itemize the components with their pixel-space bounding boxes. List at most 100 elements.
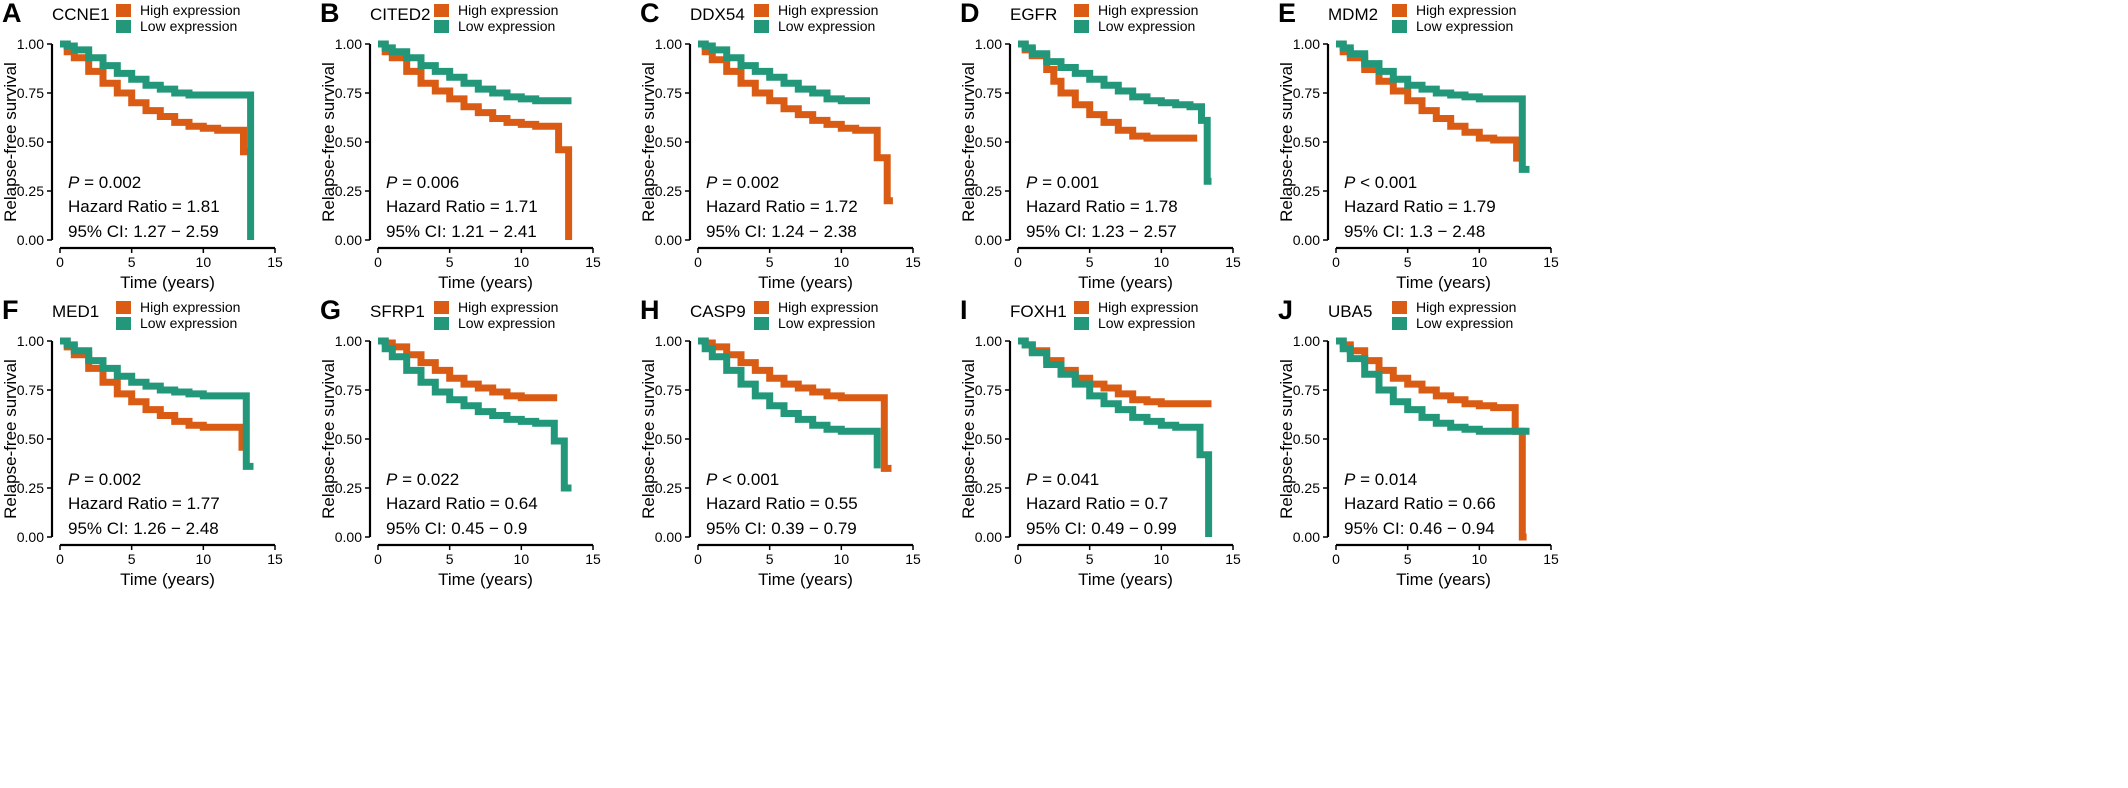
x-tick-label: 5 bbox=[446, 254, 454, 270]
legend-swatch-low bbox=[1074, 20, 1089, 33]
km-panel-g: G SFRP1 High expression Low expression 0 5 10 1… bbox=[318, 295, 743, 691]
legend-swatch-high bbox=[116, 4, 131, 17]
legend-label-high: High expression bbox=[458, 2, 558, 18]
x-tick-label: 0 bbox=[1332, 254, 1340, 270]
y-tick-label: 0.50 bbox=[335, 431, 362, 447]
x-tick-label: 15 bbox=[1543, 551, 1559, 567]
km-curve-low bbox=[698, 40, 870, 105]
y-axis-label: Relapse-free survival bbox=[639, 359, 658, 519]
km-curve-low bbox=[378, 337, 572, 492]
km-curve-low bbox=[1336, 337, 1530, 435]
confidence-interval: 95% CI: 1.3 − 2.48 bbox=[1344, 222, 1485, 241]
y-tick-label: 0.25 bbox=[335, 480, 362, 496]
x-axis-label: Time (years) bbox=[1396, 273, 1491, 292]
panel-letter: G bbox=[320, 295, 341, 325]
x-tick-label: 15 bbox=[905, 254, 921, 270]
hazard-ratio: Hazard Ratio = 1.78 bbox=[1026, 197, 1178, 216]
y-axis-label: Relapse-free survival bbox=[639, 62, 658, 222]
p-value: P = 0.002 bbox=[68, 470, 141, 489]
x-axis-label: Time (years) bbox=[120, 273, 215, 292]
confidence-interval: 95% CI: 1.21 − 2.41 bbox=[386, 222, 537, 241]
x-tick-label: 0 bbox=[56, 254, 64, 270]
legend-label-high: High expression bbox=[1416, 299, 1516, 315]
panel-letter: B bbox=[320, 0, 340, 28]
y-tick-label: 0.25 bbox=[975, 183, 1002, 199]
y-tick-label: 0.75 bbox=[655, 382, 682, 398]
x-tick-label: 10 bbox=[1154, 551, 1170, 567]
x-axis-label: Time (years) bbox=[1078, 570, 1173, 589]
legend-label-low: Low expression bbox=[1416, 315, 1513, 331]
y-tick-label: 1.00 bbox=[17, 333, 44, 349]
gene-name: CASP9 bbox=[690, 302, 746, 321]
km-curve-high bbox=[60, 337, 246, 451]
y-tick-label: 0.25 bbox=[335, 183, 362, 199]
y-tick-label: 0.00 bbox=[335, 232, 362, 248]
x-tick-label: 10 bbox=[834, 254, 850, 270]
y-tick-label: 0.50 bbox=[1293, 431, 1320, 447]
km-curve-low bbox=[1336, 40, 1530, 173]
legend-label-low: Low expression bbox=[778, 18, 875, 34]
x-tick-label: 5 bbox=[766, 551, 774, 567]
gene-name: MED1 bbox=[52, 302, 99, 321]
p-value: P = 0.041 bbox=[1026, 470, 1099, 489]
km-panel-i: I FOXH1 High expression Low expression 0 5 10 1… bbox=[958, 295, 1383, 691]
x-tick-label: 5 bbox=[128, 254, 136, 270]
x-tick-label: 5 bbox=[766, 254, 774, 270]
y-tick-label: 1.00 bbox=[335, 333, 362, 349]
gene-name: DDX54 bbox=[690, 5, 745, 24]
x-axis-label: Time (years) bbox=[438, 273, 533, 292]
y-axis-label: Relapse-free survival bbox=[959, 359, 978, 519]
x-tick-label: 5 bbox=[128, 551, 136, 567]
y-axis-label: Relapse-free survival bbox=[1, 62, 20, 222]
x-tick-label: 15 bbox=[267, 254, 283, 270]
p-value: P < 0.001 bbox=[1344, 173, 1417, 192]
y-axis-label: Relapse-free survival bbox=[1277, 359, 1296, 519]
legend-swatch-low bbox=[754, 20, 769, 33]
gene-name: FOXH1 bbox=[1010, 302, 1067, 321]
panel-letter: D bbox=[960, 0, 980, 28]
km-curve-low bbox=[378, 40, 572, 105]
y-tick-label: 1.00 bbox=[655, 333, 682, 349]
y-tick-label: 0.25 bbox=[17, 183, 44, 199]
legend-label-high: High expression bbox=[1098, 2, 1198, 18]
gene-name: EGFR bbox=[1010, 5, 1057, 24]
y-tick-label: 1.00 bbox=[1293, 333, 1320, 349]
x-tick-label: 10 bbox=[514, 254, 530, 270]
x-tick-label: 10 bbox=[1472, 551, 1488, 567]
y-tick-label: 1.00 bbox=[1293, 36, 1320, 52]
x-tick-label: 15 bbox=[267, 551, 283, 567]
legend-label-low: Low expression bbox=[458, 18, 555, 34]
y-axis-label: Relapse-free survival bbox=[959, 62, 978, 222]
gene-name: CITED2 bbox=[370, 5, 430, 24]
stats-block: P < 0.001 Hazard Ratio = 1.79 95% CI: 1.3 … bbox=[1344, 173, 1496, 241]
x-axis-label: Time (years) bbox=[758, 570, 853, 589]
confidence-interval: 95% CI: 1.23 − 2.57 bbox=[1026, 222, 1177, 241]
x-tick-label: 10 bbox=[514, 551, 530, 567]
p-value: P = 0.002 bbox=[706, 173, 779, 192]
stats-block: P = 0.001 Hazard Ratio = 1.78 95% CI: 1.23… bbox=[1026, 173, 1178, 241]
y-tick-label: 1.00 bbox=[975, 36, 1002, 52]
km-panel-h: H CASP9 High expression Low expression 0 5 10 1… bbox=[638, 295, 1063, 691]
p-value: P < 0.001 bbox=[706, 470, 779, 489]
legend-swatch-low bbox=[116, 317, 131, 330]
km-panel-j: J UBA5 High expression Low expression 0 5 10 15… bbox=[1276, 295, 1701, 691]
y-tick-label: 0.00 bbox=[335, 529, 362, 545]
legend-swatch-high bbox=[1392, 301, 1407, 314]
km-curve-low bbox=[60, 40, 255, 240]
x-tick-label: 0 bbox=[1332, 551, 1340, 567]
panel-letter: J bbox=[1278, 295, 1293, 325]
legend-label-low: Low expression bbox=[1098, 18, 1195, 34]
gene-name: SFRP1 bbox=[370, 302, 425, 321]
km-curve-low bbox=[698, 337, 881, 469]
y-tick-label: 0.00 bbox=[655, 529, 682, 545]
legend-label-low: Low expression bbox=[140, 18, 237, 34]
hazard-ratio: Hazard Ratio = 1.79 bbox=[1344, 197, 1496, 216]
km-curve-high bbox=[1336, 337, 1527, 541]
km-panel-b: B CITED2 High expression Low expression 0 5 10… bbox=[318, 0, 743, 394]
